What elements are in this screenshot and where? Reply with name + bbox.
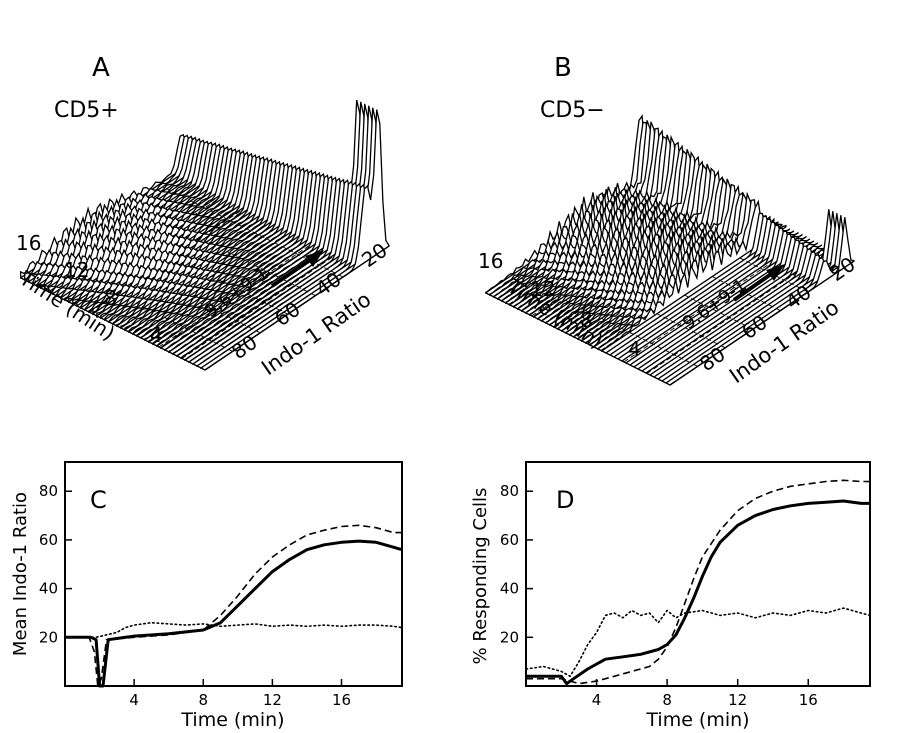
- surfA-ridge: [184, 99, 370, 362]
- panel-d-x-tick-label: 12: [728, 691, 747, 709]
- surfA-ridge: [192, 103, 378, 366]
- panel-c-x-tick-label: 16: [332, 691, 351, 709]
- surfB-ridge: [629, 230, 815, 366]
- surfA-ridge: [132, 165, 318, 336]
- panel-c-series-solid: [65, 539, 403, 688]
- panel-d-series-solid: [526, 499, 870, 686]
- surfA-ridge: [168, 175, 354, 354]
- panel-d-y-tick-label: 80: [500, 482, 519, 500]
- panel-c-y-tick-label: 20: [39, 628, 58, 646]
- surfB-ridge: [669, 217, 855, 386]
- panel-d-series-dashed: [526, 479, 870, 685]
- panel-c-ylabel: Mean Indo-1 Ratio: [10, 492, 31, 656]
- panel-d-y-tick-label: 60: [500, 531, 519, 549]
- panel-d-x-tick-label: 4: [592, 691, 602, 709]
- panel-c-xlabel: Time (min): [180, 709, 284, 731]
- surfB-ridge: [633, 233, 819, 368]
- panel-a-label: CD5+: [54, 98, 119, 123]
- surfB-ridge: [641, 239, 827, 372]
- panel-d-frame: [525, 461, 871, 687]
- panel-c-y-tick-label: 80: [39, 482, 58, 500]
- surfA-ridge: [196, 105, 382, 368]
- panel-a: A CD5+ 16 12 8 4 Time (min) 80 60 40 20 …: [14, 53, 391, 380]
- surfA-ridge: [180, 178, 366, 360]
- panel-b-letter: B: [554, 53, 572, 83]
- surfA-ridge: [144, 168, 330, 342]
- panel-b-surface: [485, 114, 855, 386]
- panel-c: C Mean Indo-1 Ratio Time (min) 4 8 12 16204…: [10, 461, 403, 731]
- surfA-ridge: [200, 107, 386, 370]
- surfA-ridge: [124, 162, 310, 332]
- panel-d: D % Responding Cells Time (min) 4 8 12 16 20…: [470, 461, 871, 731]
- panel-d-xlabel: Time (min): [645, 709, 749, 731]
- panel-b-label: CD5−: [540, 98, 605, 123]
- panel-c-x-tick-label: 4: [129, 691, 139, 709]
- surfA-ridge: [128, 164, 314, 334]
- surfA-ridge: [76, 149, 262, 308]
- panel-d-x-tick-label: 16: [799, 691, 818, 709]
- panel-a-stimulus-arrow: [270, 250, 324, 288]
- panel-a-time-tick: 4: [150, 323, 163, 347]
- panel-c-letter: C: [90, 486, 107, 514]
- panel-a-letter: A: [92, 53, 110, 83]
- surfA-ridge: [156, 171, 342, 348]
- panel-d-ylabel: % Responding Cells: [470, 488, 491, 665]
- surfA-ridge: [160, 173, 346, 350]
- panel-a-time-tick: 12: [64, 258, 89, 282]
- panel-c-series-dashed: [65, 524, 402, 687]
- panel-d-y-tick-label: 40: [500, 580, 519, 598]
- surfB-ridge: [605, 212, 791, 354]
- panel-a-time-tick: 8: [104, 286, 117, 310]
- surfB-ridge: [649, 245, 835, 376]
- panel-c-x-tick-label: 12: [263, 691, 282, 709]
- panel-b-time-tick: 8: [580, 308, 593, 332]
- surfA-ridge: [140, 167, 326, 340]
- panel-d-x-tick-label: 8: [662, 691, 672, 709]
- panel-c-x-tick-label: 8: [198, 691, 208, 709]
- panel-b-time-tick: 16: [478, 249, 503, 273]
- surfB-ridge: [609, 215, 795, 356]
- surfA-ridge: [204, 109, 390, 371]
- surfA-ridge: [164, 174, 350, 352]
- panel-b-stimulus-arrow: [732, 264, 785, 302]
- panel-d-plot: 4 8 12 16 20 40 60 80: [500, 479, 871, 709]
- panel-a-ratio-label: Indo-1 Ratio: [257, 287, 375, 380]
- panel-c-series-dotted: [64, 621, 403, 639]
- surfA-ridge: [148, 169, 334, 344]
- panel-b-time-tick: 12: [530, 277, 555, 301]
- panel-c-frame: [64, 461, 403, 687]
- panel-b-time-tick: 4: [628, 337, 641, 361]
- surfA-ridge: [136, 166, 322, 338]
- surfA-ridge: [152, 170, 338, 346]
- surfB-ridge: [637, 236, 823, 370]
- panel-b-time-ticks: 16 12 8 4: [478, 249, 641, 361]
- panel-d-letter: D: [556, 486, 574, 514]
- panel-c-y-tick-label: 40: [39, 580, 58, 598]
- surfA-ridge: [172, 176, 358, 356]
- surfA-ridge: [176, 177, 362, 358]
- panel-d-y-tick-label: 20: [500, 628, 519, 646]
- panel-b: B CD5− 16 12 8 4 Time (min) 80 60 40 20 …: [478, 53, 860, 388]
- surfA-ridge: [188, 101, 374, 364]
- panel-d-series-dotted: [525, 607, 871, 678]
- panel-c-plot: 4 8 12 16 20 40 60 80: [39, 482, 403, 709]
- panel-a-time-ticks: 16 12 8 4: [16, 231, 163, 347]
- panel-a-time-tick: 16: [16, 231, 41, 255]
- panel-c-y-tick-label: 60: [39, 531, 58, 549]
- panel-a-surface: [20, 99, 390, 371]
- surfB-ridge: [625, 227, 811, 364]
- surfB-ridge: [645, 242, 831, 374]
